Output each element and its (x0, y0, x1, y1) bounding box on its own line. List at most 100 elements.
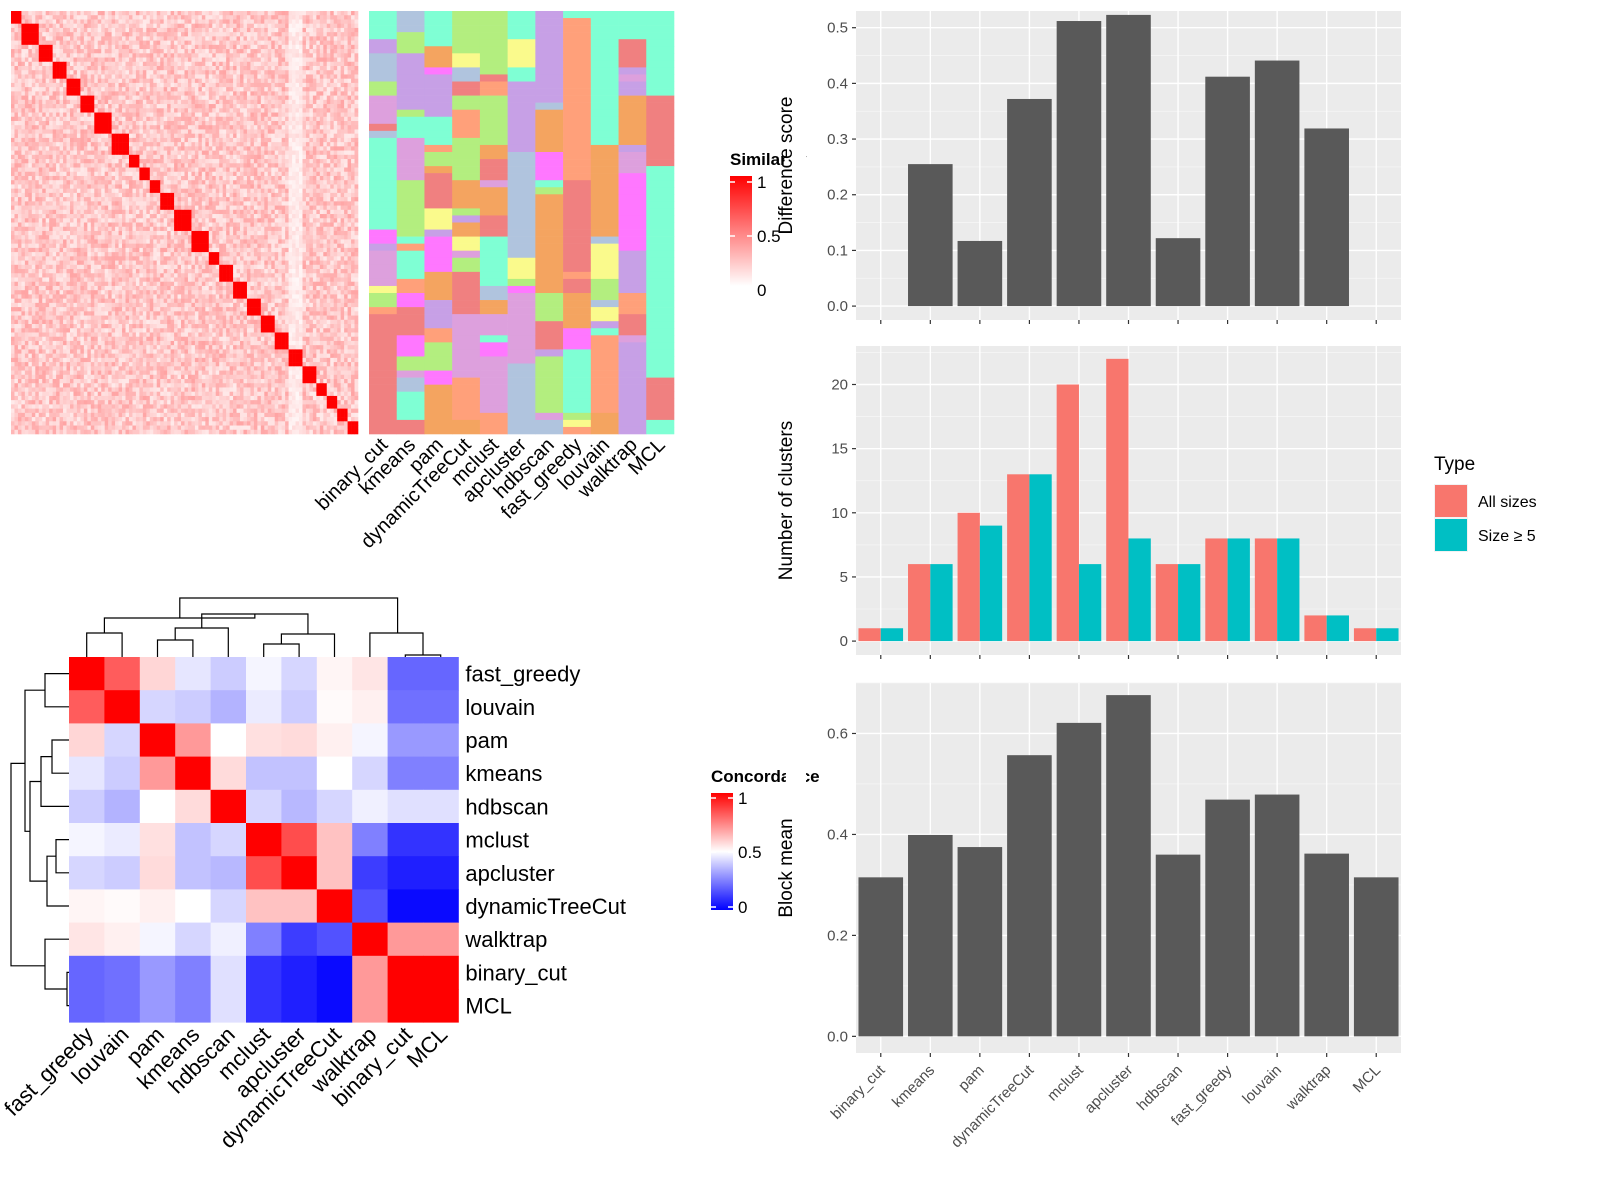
similarity-cell (21, 27, 26, 33)
similarity-cell (63, 40, 67, 46)
similarity-cell (73, 154, 78, 160)
similarity-cell (305, 188, 310, 194)
similarity-cell (104, 197, 109, 202)
similarity-cell (240, 70, 244, 75)
similarity-cell (52, 70, 57, 75)
similarity-cell (149, 99, 154, 105)
similarity-cell (177, 150, 182, 156)
similarity-cell (156, 205, 161, 211)
similarity-cell (59, 192, 64, 198)
similarity-cell (56, 19, 60, 24)
similarity-cell (115, 82, 119, 88)
similarity-cell (257, 108, 262, 113)
similarity-cell (14, 218, 19, 223)
similarity-cell (83, 36, 88, 41)
similarity-cell (149, 116, 154, 122)
similarity-cell (153, 205, 158, 211)
similarity-cell (52, 201, 57, 206)
similarity-cell (160, 154, 164, 160)
similarity-cell (326, 125, 331, 130)
similarity-cell (271, 95, 276, 101)
similarity-cell (323, 27, 328, 33)
similarity-cell (264, 137, 269, 143)
similarity-cell (156, 163, 161, 168)
similarity-cell (278, 218, 282, 223)
similarity-cell (274, 99, 279, 105)
similarity-cell (295, 19, 300, 24)
similarity-cell (354, 125, 359, 130)
similarity-cell (28, 108, 33, 113)
similarity-cell (240, 87, 244, 92)
similarity-cell (354, 129, 359, 134)
similarity-cell (115, 27, 119, 33)
similarity-cell (14, 112, 19, 118)
similarity-cell (52, 214, 57, 219)
similarity-cell (42, 120, 46, 126)
similarity-cell (191, 154, 196, 160)
similarity-cell (76, 40, 81, 46)
similarity-cell (31, 99, 36, 105)
similarity-cell (94, 146, 99, 151)
similarity-cell (351, 180, 355, 185)
similarity-cell (163, 137, 168, 143)
similarity-cell (274, 95, 279, 101)
similarity-cell (246, 167, 251, 173)
similarity-cell (156, 150, 161, 156)
similarity-cell (274, 125, 279, 130)
similarity-cell (101, 150, 105, 156)
similarity-cell (316, 44, 321, 50)
similarity-cell (104, 188, 109, 194)
similarity-cell (56, 120, 60, 126)
similarity-cell (340, 163, 345, 168)
similarity-cell (285, 201, 289, 206)
similarity-cell (11, 23, 15, 29)
similarity-cell (122, 209, 126, 215)
similarity-cell (142, 159, 147, 164)
similarity-cell (125, 192, 130, 198)
similarity-cell (170, 40, 175, 46)
similarity-cell (288, 188, 293, 194)
similarity-cell (302, 74, 307, 79)
similarity-cell (187, 180, 192, 185)
similarity-cell (146, 87, 151, 92)
similarity-cell (35, 104, 40, 109)
similarity-cell (184, 125, 189, 130)
similarity-cell (153, 209, 158, 215)
similarity-cell (323, 70, 328, 75)
similarity-cell (337, 19, 341, 24)
similarity-cell (56, 11, 60, 16)
similarity-cell (160, 129, 164, 134)
similarity-cell (97, 154, 102, 160)
similarity-cell (21, 78, 26, 84)
similarity-cell (264, 65, 269, 71)
similarity-cell (132, 214, 137, 219)
similarity-cell (340, 27, 345, 33)
similarity-cell (236, 65, 241, 71)
similarity-cell (187, 146, 192, 151)
similarity-cell (80, 116, 85, 122)
similarity-cell (135, 116, 140, 122)
similarity-cell (163, 175, 168, 181)
similarity-cell (215, 180, 220, 185)
similarity-cell (215, 95, 220, 101)
similarity-cell (302, 188, 307, 194)
similarity-cell (309, 142, 314, 147)
similarity-cell (31, 78, 36, 84)
similarity-cell (11, 150, 15, 156)
similarity-cell (135, 214, 140, 219)
similarity-cell (28, 142, 33, 147)
similarity-cell (219, 99, 223, 105)
similarity-cell (226, 53, 230, 58)
similarity-cell (330, 15, 335, 20)
similarity-cell (212, 146, 217, 151)
similarity-cell (222, 125, 227, 130)
similarity-cell (90, 163, 95, 168)
similarity-cell (208, 214, 213, 219)
similarity-cell (319, 205, 324, 211)
similarity-cell (94, 159, 99, 164)
similarity-cell (83, 15, 88, 20)
similarity-cell (319, 133, 324, 139)
similarity-cell (108, 214, 112, 219)
similarity-cell (125, 19, 130, 24)
similarity-cell (194, 44, 199, 50)
